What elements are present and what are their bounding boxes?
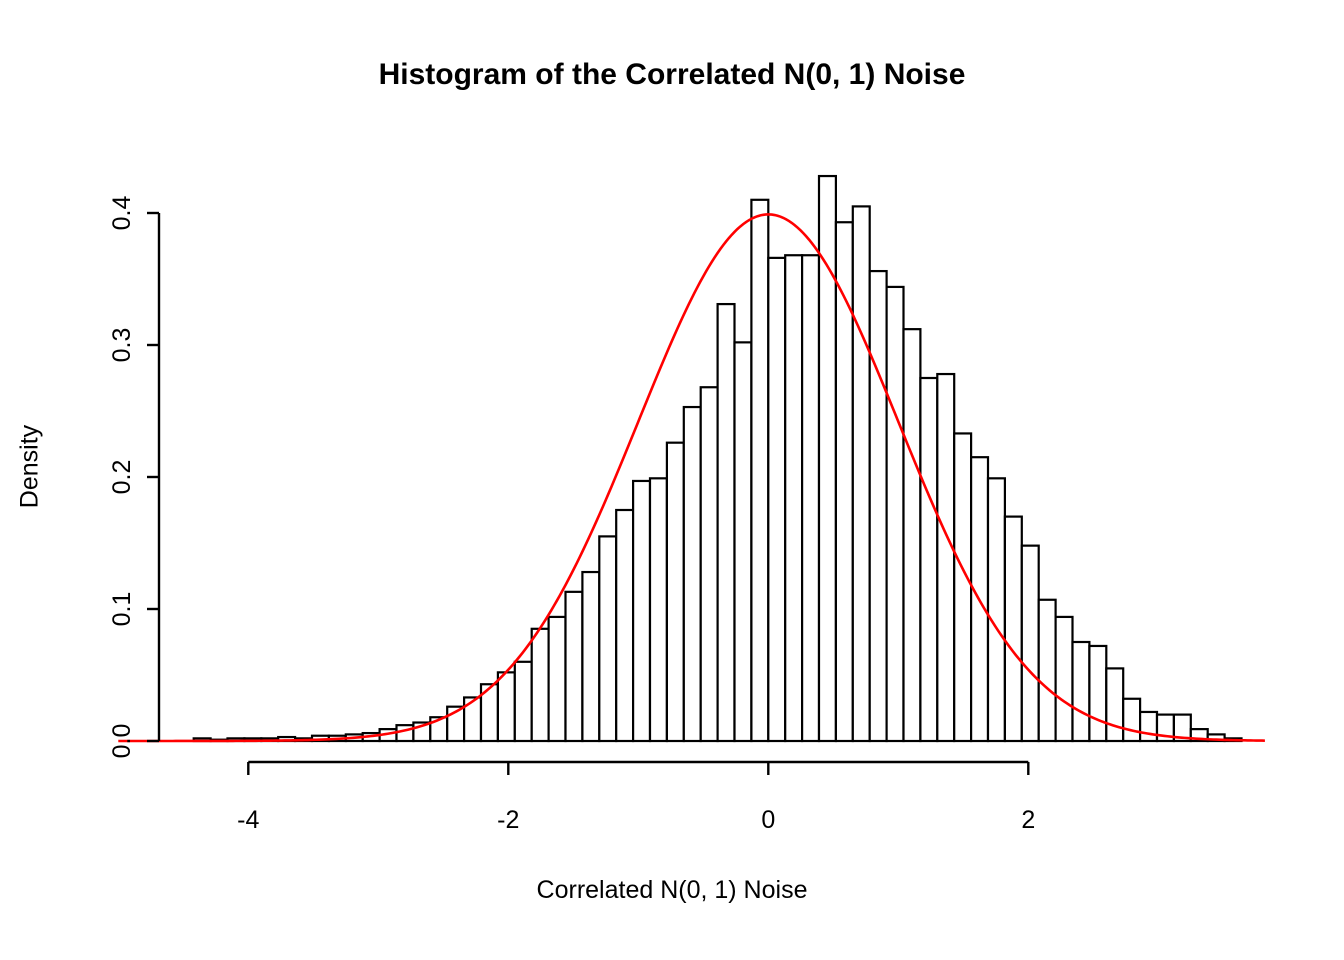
histogram-bar [1122,697,1142,743]
histogram-bar [902,328,922,743]
histogram-bar [936,372,956,743]
histogram-bar [513,660,533,743]
histogram-bar [1054,615,1074,743]
histogram-bar [530,627,550,743]
histogram-bar [868,269,888,743]
histogram-bar [665,441,685,743]
histogram-bar [699,386,719,743]
histogram-bar [581,570,601,743]
histogram-bar [986,477,1006,743]
histogram-bar [615,508,635,743]
histogram-bar [767,256,787,743]
y-tick-label: 0.3 [108,328,136,363]
histogram-bar [1071,640,1091,743]
histogram-bar [598,535,618,743]
histogram-bar [885,285,905,743]
histogram-bar [1172,713,1192,743]
x-tick-label: -2 [497,806,519,834]
histogram-bar [750,198,770,743]
histogram-bar [631,479,652,743]
histogram-bar [1138,710,1159,743]
x-axis-label: Correlated N(0, 1) Noise [536,876,808,904]
y-tick-labels: 0.0 0.1 0.2 0.3 0.4 [108,196,136,759]
histogram-bar [496,671,516,743]
x-tick-label: -4 [237,806,259,834]
histogram-bar [800,254,821,743]
histogram-bar [648,477,668,743]
histogram-bar [1037,598,1057,743]
histogram-bar [682,405,702,743]
page-title: Histogram of the Correlated N(0, 1) Nois… [378,58,966,91]
normal-density-curve [118,213,1265,743]
histogram-bar [817,174,837,743]
x-tick-labels: -4 -2 0 2 [237,806,1035,834]
histogram-bar [733,341,753,743]
y-axis [147,211,161,743]
x-tick-label: 2 [1021,806,1035,834]
histogram-bar [953,432,973,743]
y-tick-label: 0.4 [108,196,136,231]
histogram-bar [1020,544,1040,743]
histogram-bar [1105,667,1125,743]
y-tick-label: 0.1 [108,592,136,627]
histogram-bar [547,615,567,743]
histogram-bar [784,254,804,743]
y-tick-label: 0.2 [108,460,136,495]
histogram-bar [1003,515,1023,743]
histogram-bar [919,376,939,743]
histogram-bar [395,724,415,743]
histogram-bar [716,302,736,743]
histogram-bar [1088,644,1108,743]
histogram-bar [851,205,871,743]
histogram-bar [564,590,584,743]
histogram-bars [192,174,1243,743]
x-tick-label: 0 [761,806,775,834]
x-axis [247,760,1030,775]
y-tick-label: 0.0 [108,724,136,759]
